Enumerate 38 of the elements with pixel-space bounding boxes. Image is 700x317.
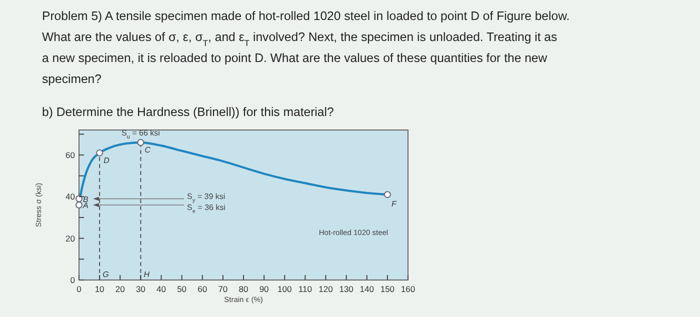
x-tick-label: 60	[198, 284, 208, 294]
y-tick-label: 40	[66, 192, 76, 202]
x-tick-label: 110	[298, 284, 312, 294]
chart-title: Problem 5) A tensile specimen made of hot-rolled 1020 steel in loaded to point D of Figure below. What are the values of σ, ε, σ$_{T}$, and ε$_{T}$ involved? Next, the specimen is unloaded. Treating it as a new specimen, it is reloaded to point D. What are the values of these quantities for the new specimen?	[42, 9, 570, 86]
y-tick-label: 60	[66, 150, 76, 160]
annotation: S$_{y}$ = 39 ksi	[187, 192, 226, 204]
y-tick-label: 0	[70, 275, 76, 285]
ref-line-label: H	[144, 270, 150, 279]
x-tick-label: 80	[238, 284, 248, 294]
ref-line-label: G	[102, 270, 109, 279]
x-tick-label: 20	[115, 284, 126, 294]
x-tick-label: 0	[76, 284, 82, 294]
x-tick-label: 120	[318, 284, 334, 294]
annotation: S$_{u}$ = 66 ksi	[121, 128, 160, 140]
annotation: D	[104, 156, 110, 165]
point	[137, 139, 144, 146]
x-tick-label: 50	[177, 284, 187, 294]
annotation: A	[82, 201, 88, 210]
x-tick-label: 160	[400, 284, 416, 294]
x-tick-label: 130	[339, 284, 354, 294]
x-tick-label: 10	[94, 284, 105, 294]
point	[96, 149, 104, 156]
x-tick-label: 70	[218, 284, 228, 294]
annotation: S$_{e}$ = 36 ksi	[187, 203, 226, 215]
x-tick-label: 100	[278, 284, 292, 294]
annotation: F	[391, 200, 398, 209]
x-tick-label: 150	[380, 284, 395, 294]
point	[76, 202, 82, 208]
y-tick-label: 20	[66, 233, 76, 244]
annotation: C	[144, 146, 151, 154]
x-tick-label: 140	[360, 284, 374, 294]
x-tick-label: 30	[136, 284, 146, 294]
x-tick-label: 40	[156, 284, 166, 294]
point	[384, 191, 391, 198]
point	[76, 195, 82, 202]
chart-subtitle: b) Determine the Hardness (Brinell)) for this material?	[42, 105, 334, 119]
annotation: B	[83, 194, 89, 204]
x-tick-label: 90	[259, 284, 270, 294]
